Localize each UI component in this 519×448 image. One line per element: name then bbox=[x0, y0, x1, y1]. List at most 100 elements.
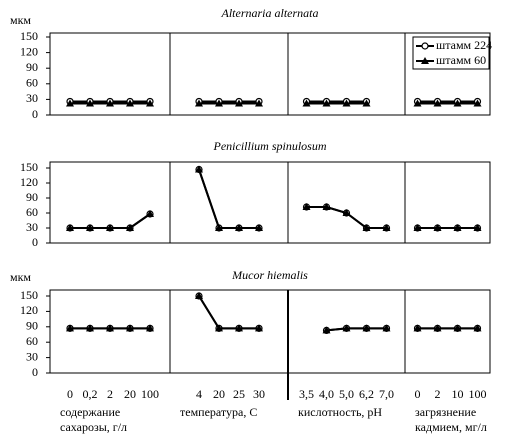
y-axis-label: мкм bbox=[10, 13, 31, 27]
marker bbox=[66, 324, 74, 332]
marker bbox=[66, 224, 74, 231]
y-tick-label: 150 bbox=[20, 160, 38, 174]
marker bbox=[342, 209, 351, 216]
x-tick-label: 3,5 bbox=[299, 387, 314, 401]
marker bbox=[255, 224, 263, 231]
x-tick-label: 10 bbox=[452, 387, 464, 401]
marker bbox=[342, 99, 351, 107]
y-tick-label: 120 bbox=[20, 303, 38, 317]
marker bbox=[322, 203, 331, 210]
marker bbox=[382, 324, 391, 332]
y-tick-label: 60 bbox=[26, 205, 38, 219]
row-frame bbox=[49, 289, 491, 374]
x-tick-label: 25 bbox=[233, 387, 245, 401]
marker bbox=[421, 42, 429, 50]
x-tick-label: 20 bbox=[124, 387, 136, 401]
x-tick-label: 30 bbox=[253, 387, 265, 401]
marker bbox=[215, 224, 223, 231]
x-tick-label: 7,0 bbox=[379, 387, 394, 401]
marker bbox=[473, 324, 482, 332]
x-axis-label: содержание bbox=[60, 405, 120, 419]
x-tick-label: 4 bbox=[196, 387, 202, 401]
legend-label: штамм 60 bbox=[436, 53, 486, 67]
y-tick-label: 30 bbox=[26, 349, 38, 363]
marker bbox=[302, 203, 311, 210]
row-frame bbox=[49, 32, 491, 116]
marker bbox=[362, 224, 371, 231]
marker bbox=[195, 165, 203, 173]
legend-label: штамм 224 bbox=[436, 38, 492, 52]
x-tick-label: 2 bbox=[435, 387, 441, 401]
marker bbox=[413, 224, 422, 231]
y-tick-label: 30 bbox=[26, 220, 38, 234]
marker bbox=[126, 324, 134, 332]
marker bbox=[195, 99, 203, 107]
marker bbox=[126, 99, 134, 107]
marker bbox=[322, 99, 331, 107]
y-tick-label: 150 bbox=[20, 288, 38, 302]
marker bbox=[146, 210, 154, 217]
marker bbox=[453, 224, 462, 231]
x-tick-label: 0 bbox=[415, 387, 421, 401]
x-axis-label: загрязнение bbox=[415, 405, 476, 419]
marker bbox=[413, 324, 422, 332]
marker bbox=[302, 99, 311, 107]
row-title: Mucor hiemalis bbox=[231, 268, 308, 282]
series-line bbox=[326, 327, 387, 332]
x-tick-label: 0,2 bbox=[83, 387, 98, 401]
marker bbox=[106, 99, 114, 107]
x-tick-label: 100 bbox=[141, 387, 159, 401]
marker bbox=[382, 224, 391, 231]
x-tick-label: 100 bbox=[469, 387, 487, 401]
marker bbox=[106, 324, 114, 332]
marker bbox=[473, 224, 482, 231]
y-tick-label: 0 bbox=[32, 107, 38, 121]
marker bbox=[126, 224, 134, 231]
marker bbox=[362, 99, 371, 107]
series-line bbox=[198, 295, 259, 330]
y-tick-label: 150 bbox=[20, 29, 38, 43]
x-axis-label: сахарозы, г/л bbox=[60, 420, 127, 434]
y-tick-label: 30 bbox=[26, 91, 38, 105]
y-tick-label: 90 bbox=[26, 319, 38, 333]
marker bbox=[146, 99, 154, 107]
y-tick-label: 60 bbox=[26, 334, 38, 348]
row-frame bbox=[49, 161, 491, 244]
marker bbox=[86, 99, 94, 107]
y-tick-label: 0 bbox=[32, 235, 38, 249]
marker bbox=[106, 224, 114, 231]
marker bbox=[215, 324, 223, 332]
row-title: Penicillium spinulosum bbox=[213, 139, 327, 153]
x-tick-label: 6,2 bbox=[359, 387, 374, 401]
x-tick-label: 2 bbox=[107, 387, 113, 401]
marker bbox=[433, 324, 442, 332]
marker bbox=[255, 99, 263, 107]
x-axis-label: кислотность, pH bbox=[298, 405, 382, 419]
y-tick-label: 120 bbox=[20, 44, 38, 58]
marker bbox=[413, 99, 422, 107]
y-tick-label: 0 bbox=[32, 365, 38, 379]
row-title: Alternaria alternata bbox=[221, 6, 319, 20]
x-tick-label: 0 bbox=[67, 387, 73, 401]
marker bbox=[215, 99, 223, 107]
series-line bbox=[198, 169, 259, 229]
y-axis-label: мкм bbox=[10, 270, 31, 284]
marker bbox=[235, 99, 243, 107]
marker bbox=[235, 324, 243, 332]
x-tick-label: 20 bbox=[213, 387, 225, 401]
marker bbox=[86, 224, 94, 231]
marker bbox=[433, 224, 442, 231]
marker bbox=[86, 324, 94, 332]
x-tick-label: 5,0 bbox=[339, 387, 354, 401]
marker bbox=[322, 326, 331, 334]
marker bbox=[255, 324, 263, 332]
marker bbox=[362, 324, 371, 332]
marker bbox=[433, 99, 442, 107]
marker bbox=[473, 99, 482, 107]
x-axis-label: температура, С bbox=[180, 405, 257, 419]
x-axis-label: кадмием, мг/л bbox=[415, 420, 487, 434]
y-tick-label: 90 bbox=[26, 190, 38, 204]
marker bbox=[342, 324, 351, 332]
marker bbox=[421, 57, 429, 64]
